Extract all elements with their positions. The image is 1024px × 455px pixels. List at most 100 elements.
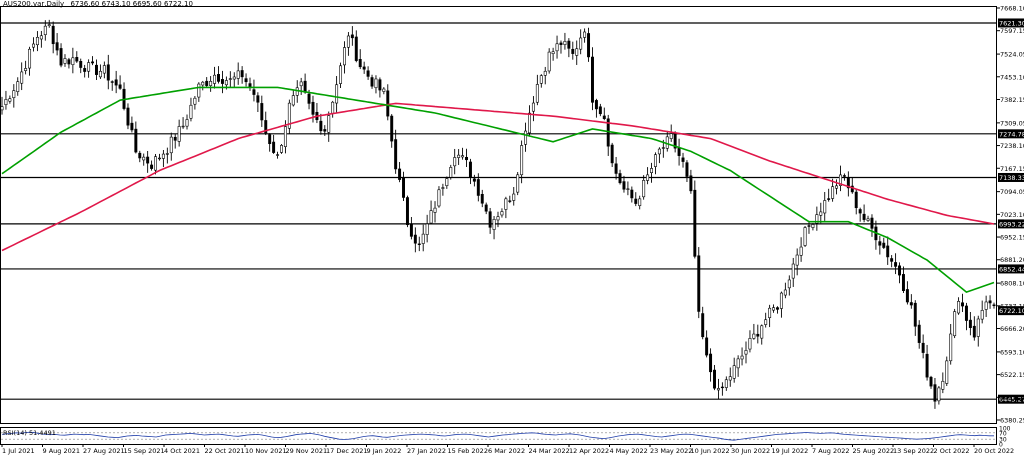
candle-body-up [335,84,339,104]
candle [20,62,24,91]
candle [177,119,181,147]
candle [673,131,677,153]
candle-body-down [323,129,327,132]
candle [130,116,134,133]
candle [992,302,996,309]
candle-body-up [563,41,567,45]
candle [945,356,949,387]
y-tick-label-18: 6380.25 [1000,417,1024,425]
candle-body-up [787,279,791,289]
candle [47,19,51,28]
candle [795,248,799,276]
candle [575,40,579,65]
candle [823,191,827,221]
candle [587,27,591,62]
x-tick-label-10: 27 Jan 2022 [407,447,446,455]
candle [547,48,551,74]
candle-body-up [669,133,673,139]
y-tick-label-0: 7668.10 [1000,5,1024,13]
candle-body-up [528,112,531,134]
candle [520,140,524,184]
candle-body-down [807,225,811,227]
candle [106,54,110,90]
candle [831,178,835,202]
candle-body-down [307,93,311,104]
candle [913,300,917,336]
candle [197,82,201,102]
candle-body-up [819,211,823,216]
candle [980,300,984,324]
candle-body-up [453,157,457,167]
candle [799,237,803,262]
y-tick-label-17: 6451.20 [1000,394,1024,402]
x-tick-label-18: 30 Jun 2022 [731,447,770,455]
candle [685,160,689,183]
candle [4,90,8,110]
x-tick-label-4: 4 Oct 2021 [164,447,200,455]
candle [240,66,244,84]
candle [91,56,95,66]
candle-body-down [386,90,390,117]
candle [630,186,634,203]
candle [181,117,185,129]
level-label-0: 7621.30 [999,19,1024,27]
candle [220,70,224,94]
candle-body-up [811,224,815,228]
candle-body-up [835,185,839,189]
candle-body-down [468,161,472,178]
candle-body-up [626,188,630,190]
rsi-scale-label-2: 30 [999,437,1007,444]
candle [256,92,260,113]
candle [12,84,16,108]
candle-body-down [720,386,724,389]
candle-body-up [382,88,386,92]
candle-body-up [197,83,201,98]
candle [752,323,756,340]
candle-body-up [209,81,213,86]
candle-body-down [150,164,154,169]
candle-body-up [224,80,228,86]
candle [382,87,386,95]
candle [500,208,504,218]
candle [772,304,776,313]
candle-body-down [701,313,705,338]
candle-body-up [941,380,945,390]
candle-body-down [677,147,681,156]
candle-body-down [890,258,894,262]
candle [870,214,874,237]
candle [508,195,512,204]
candle-body-up [957,301,961,314]
candle [563,32,567,50]
candle [236,62,240,85]
y-tick-label-12: 6808.10 [1000,280,1024,288]
price-axis: 7621.30 7274.78 7138.33 6993.22 6852.44 6445.… [997,5,1024,425]
candle [890,255,894,268]
candle-body-up [291,95,295,106]
candle-body-up [342,47,346,66]
candle [421,224,425,252]
candle-body-down [882,242,886,248]
candle [811,223,815,231]
candle-body-down [472,178,476,182]
candle [693,180,697,259]
candle-body-down [55,42,59,51]
candle [441,183,445,196]
candle-body-up [142,156,146,161]
candle-body-down [988,300,992,304]
candle [559,40,563,54]
candle [468,158,472,185]
candle-body-down [681,157,685,162]
x-tick-label-24: 20 Oct 2022 [974,447,1014,455]
candle-body-down [114,79,118,86]
candle [551,47,555,61]
candle [838,165,842,192]
candle-body-up [795,254,799,266]
candle-body-down [713,369,716,389]
candle [787,275,791,296]
candle [917,320,921,349]
candle-body-up [838,174,842,186]
rsi-label: RSI(14) 51.4491 [3,429,56,437]
candle-body-up [799,246,803,256]
candle [925,344,929,381]
candle [102,61,106,79]
